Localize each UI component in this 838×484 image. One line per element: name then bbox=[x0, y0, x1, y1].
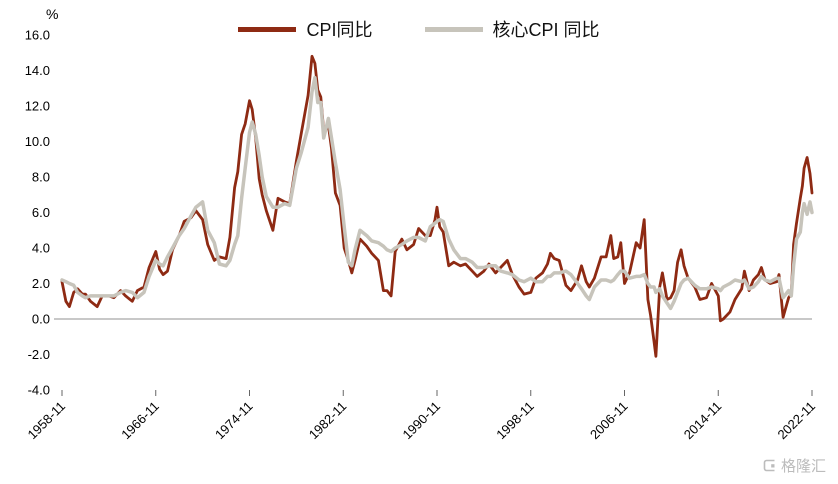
y-tick-label: 8.0 bbox=[32, 170, 50, 185]
x-tick-label: 2014-11 bbox=[681, 399, 725, 443]
x-tick-label: 1990-11 bbox=[399, 399, 443, 443]
x-tick-label: 1966-11 bbox=[118, 399, 162, 443]
legend: CPI同比 核心CPI 同比 bbox=[0, 16, 838, 42]
legend-label-core-cpi: 核心CPI 同比 bbox=[492, 20, 600, 40]
x-tick-label: 2022-11 bbox=[774, 399, 818, 443]
watermark-text: 格隆汇 bbox=[780, 458, 826, 475]
legend-item-core-cpi: 核心CPI 同比 bbox=[424, 16, 600, 42]
y-tick-label: -2.0 bbox=[28, 347, 50, 362]
x-tick-label: 1974-11 bbox=[212, 399, 256, 443]
legend-item-cpi: CPI同比 bbox=[238, 16, 373, 42]
y-tick-label: 16.0 bbox=[25, 28, 50, 43]
y-axis-unit-label: % bbox=[46, 6, 59, 22]
series-line-1 bbox=[60, 75, 814, 311]
series-line-0 bbox=[60, 54, 814, 358]
y-tick-label: 4.0 bbox=[32, 241, 50, 256]
cpi-line-swatch bbox=[238, 26, 297, 32]
y-tick-label: 12.0 bbox=[25, 99, 50, 114]
core-cpi-line-swatch bbox=[424, 26, 483, 32]
y-tick-label: 0.0 bbox=[32, 312, 50, 327]
y-tick-label: -4.0 bbox=[28, 383, 50, 398]
x-tick-label: 2006-11 bbox=[587, 399, 631, 443]
gelonghui-logo-icon bbox=[762, 458, 777, 473]
x-tick-label: 1998-11 bbox=[493, 399, 537, 443]
y-tick-label: 6.0 bbox=[32, 205, 50, 220]
legend-label-cpi: CPI同比 bbox=[306, 20, 373, 40]
y-tick-label: 10.0 bbox=[25, 134, 50, 149]
gelonghui-watermark: 格隆汇 bbox=[762, 455, 826, 476]
x-tick-label: 1982-11 bbox=[306, 399, 350, 443]
x-tick-label: 1958-11 bbox=[24, 399, 68, 443]
y-tick-label: 14.0 bbox=[25, 63, 50, 78]
y-tick-label: 2.0 bbox=[32, 276, 50, 291]
